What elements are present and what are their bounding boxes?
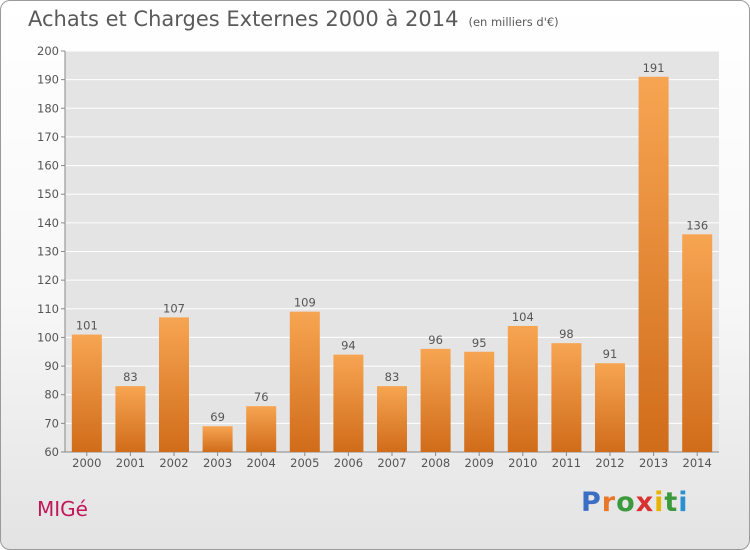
y-tick-label: 180 [37,101,59,115]
bar [246,406,277,452]
x-tick-label: 2005 [290,456,319,470]
bar [289,311,320,452]
data-label: 96 [428,333,443,347]
bar [115,386,146,452]
brand-letter: o [616,487,636,518]
data-label: 76 [254,390,269,404]
x-tick-label: 2006 [334,456,363,470]
bar [333,354,364,452]
x-tick-label: 2000 [72,456,101,470]
data-label: 101 [76,319,98,333]
x-tick-label: 2004 [247,456,276,470]
y-tick-label: 140 [37,216,59,230]
chart-unit: (en milliers d'€) [468,15,559,29]
data-label: 109 [294,296,316,310]
x-tick-label: 2011 [552,456,581,470]
data-label: 94 [341,339,356,353]
x-tick-label: 2012 [595,456,624,470]
brand-letter: t [664,487,679,518]
chart-title: Achats et Charges Externes 2000 à 2014 [28,7,459,31]
y-tick-label: 60 [44,445,59,459]
y-tick-label: 200 [37,44,59,58]
y-tick-label: 160 [37,159,59,173]
data-label: 104 [512,310,534,324]
chart-title-block: Achats et Charges Externes 2000 à 2014 (e… [28,7,559,31]
bar [159,317,189,452]
y-tick-label: 120 [37,273,59,287]
x-tick-label: 2007 [377,456,406,470]
bar [202,426,233,452]
brand-logo: Proxiti [581,487,689,518]
bar [377,386,407,452]
brand-letter: x [635,487,655,518]
data-label: 98 [559,327,574,341]
y-tick-label: 90 [44,359,59,373]
y-tick-label: 80 [44,388,59,402]
bar [638,76,669,453]
place-name: MIGé [37,497,88,521]
data-label: 83 [385,370,400,384]
data-label: 136 [686,218,708,232]
bar [682,234,713,452]
brand-letter: i [654,487,665,518]
bar [420,348,451,452]
brand-letter: P [581,487,602,518]
bar [507,325,538,452]
y-tick-label: 100 [37,330,59,344]
y-tick-label: 150 [37,187,59,201]
data-label: 107 [163,301,185,315]
y-tick-label: 190 [37,73,59,87]
bar [595,363,625,452]
data-label: 95 [472,336,487,350]
bar [551,343,582,452]
brand-letter: i [678,487,689,518]
data-label: 69 [210,410,225,424]
data-label: 83 [123,370,138,384]
data-label: 91 [603,347,618,361]
y-tick-label: 70 [44,416,59,430]
x-tick-label: 2002 [159,456,188,470]
x-tick-label: 2008 [421,456,450,470]
data-label: 191 [643,61,665,75]
y-tick-label: 130 [37,245,59,259]
x-tick-label: 2010 [508,456,537,470]
x-tick-label: 2001 [116,456,145,470]
y-tick-label: 110 [37,302,59,316]
bar [71,334,102,452]
brand-letter: r [601,487,617,518]
x-tick-label: 2013 [639,456,668,470]
x-tick-label: 2014 [683,456,712,470]
x-tick-label: 2009 [465,456,494,470]
x-tick-label: 2003 [203,456,232,470]
y-tick-label: 170 [37,130,59,144]
bar [464,351,495,452]
